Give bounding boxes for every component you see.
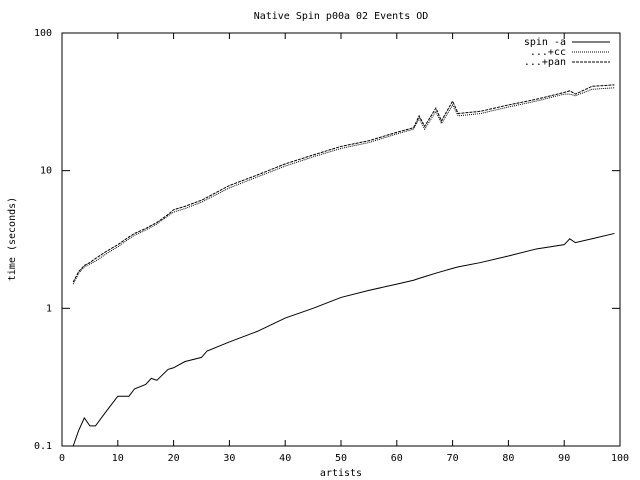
legend-label: ...+cc: [530, 47, 566, 58]
x-tick-label: 60: [391, 453, 403, 464]
y-tick-label: 100: [34, 28, 52, 39]
x-tick-label: 30: [223, 453, 235, 464]
series-line: [72, 84, 615, 283]
y-tick-label: 0.1: [34, 441, 52, 452]
y-tick-label: 10: [40, 166, 52, 177]
series-line: [72, 87, 615, 285]
x-tick-label: 40: [279, 453, 291, 464]
x-tick-label: 90: [558, 453, 570, 464]
x-tick-label: 20: [168, 453, 180, 464]
x-axis-label: artists: [320, 468, 362, 479]
x-tick-label: 70: [447, 453, 459, 464]
x-tick-label: 80: [502, 453, 514, 464]
legend-label: ...+pan: [524, 57, 566, 68]
x-tick-label: 0: [59, 453, 65, 464]
x-tick-label: 100: [611, 453, 629, 464]
x-tick-label: 50: [335, 453, 347, 464]
y-tick-label: 1: [46, 303, 52, 314]
x-tick-label: 10: [112, 453, 124, 464]
legend-label: spin -a: [524, 37, 566, 48]
series-line: [72, 232, 615, 447]
chart-title: Native Spin p00a 02 Events OD: [254, 11, 429, 22]
y-axis-label: time (seconds): [7, 197, 18, 281]
